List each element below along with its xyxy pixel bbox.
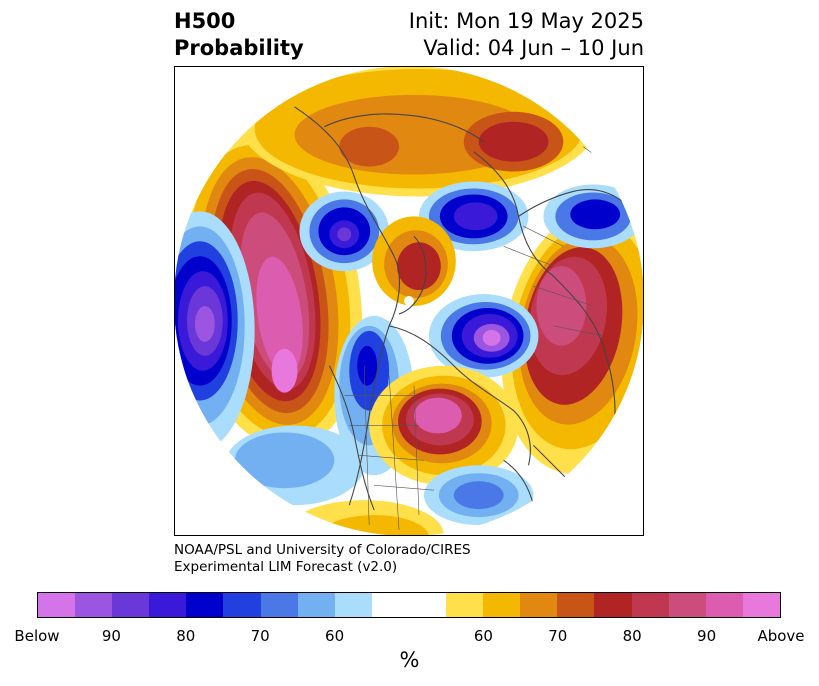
colorbar (37, 592, 781, 618)
map-title: H500 Probability (174, 8, 304, 62)
colorbar-swatch (149, 593, 187, 617)
colorbar-swatch (483, 593, 521, 617)
forecast-dates: Init: Mon 19 May 2025 Valid: 04 Jun – 10… (409, 8, 644, 62)
colorbar-swatch (742, 593, 780, 617)
init-date: Init: Mon 19 May 2025 (408, 9, 644, 33)
colorbar-swatch (594, 593, 632, 617)
colorbar-tick-label: 90 (101, 627, 121, 645)
anomaly-atlantic-above (369, 365, 519, 486)
colorbar-tick-label: 80 (176, 627, 196, 645)
colorbar-tick-label: Below (14, 627, 60, 645)
colorbar-swatch (186, 593, 224, 617)
colorbar-swatch (260, 593, 298, 617)
colorbar-unit: % (399, 648, 420, 672)
colorbar-swatch (223, 593, 261, 617)
anomaly-okhotsk-below (299, 191, 390, 272)
anomaly-greenland-above (372, 216, 456, 306)
colorbar-swatch (520, 593, 558, 617)
title-variable: H500 (174, 9, 236, 33)
pole-marker (404, 296, 414, 306)
colorbar-swatch (371, 593, 447, 617)
colorbar-swatch (297, 593, 335, 617)
colorbar-swatch (631, 593, 669, 617)
colorbar-tick-label: 60 (325, 627, 345, 645)
colorbar-swatch (446, 593, 484, 617)
colorbar-tick-label: Above (757, 627, 805, 645)
credit-line1: NOAA/PSL and University of Colorado/CIRE… (174, 542, 471, 558)
polar-map (174, 66, 644, 536)
colorbar-tick-label: 70 (548, 627, 568, 645)
colorbar-swatch (112, 593, 150, 617)
anomaly-europe-above (501, 207, 643, 475)
colorbar-swatch (705, 593, 743, 617)
anomaly-arctic-top-above (239, 67, 599, 197)
credit-line2: Experimental LIM Forecast (v2.0) (174, 559, 398, 575)
colorbar-swatch (668, 593, 706, 617)
anomaly-north-atlantic-below (428, 294, 539, 378)
colorbar-tick-label: 60 (473, 627, 493, 645)
colorbar-tick-label: 70 (250, 627, 270, 645)
title-type: Probability (174, 36, 304, 60)
colorbar-swatch (334, 593, 372, 617)
colorbar-swatch (75, 593, 113, 617)
colorbar-tick-label: 90 (697, 627, 717, 645)
colorbar-tick-label: 80 (622, 627, 642, 645)
colorbar-swatch (38, 593, 76, 617)
anomaly-bottom-above (284, 500, 444, 535)
valid-range: Valid: 04 Jun – 10 Jun (423, 36, 644, 60)
credit-text: NOAA/PSL and University of Colorado/CIRE… (174, 542, 471, 576)
colorbar-swatch (557, 593, 595, 617)
anomaly-southern-below (423, 465, 534, 526)
probability-map-svg (175, 67, 643, 535)
anomaly-east-arctic-below (543, 184, 643, 249)
